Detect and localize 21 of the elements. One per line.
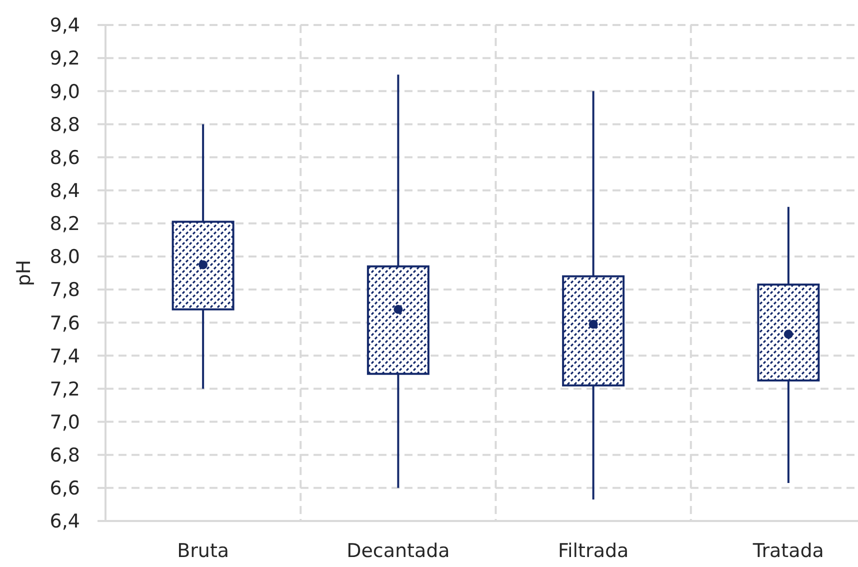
y-tick-label: 9,2 [50, 48, 80, 70]
y-tick-label: 7,4 [50, 345, 80, 368]
y-tick-label: 6,8 [50, 444, 80, 467]
y-tick-label: 7,6 [50, 312, 80, 334]
y-tick-label: 6,6 [50, 478, 80, 500]
y-tick-label: 8,6 [50, 146, 80, 169]
y-tick-label: 8,4 [50, 180, 80, 202]
y-tick-label: 9,0 [50, 80, 80, 103]
x-tick-label: Bruta [177, 540, 230, 562]
y-tick-label: 8,0 [50, 246, 80, 268]
x-tick-label: Decantada [346, 540, 450, 562]
y-axis-title: pH [13, 260, 35, 286]
y-tick-label: 7,8 [50, 279, 80, 302]
y-tick-label: 7,0 [50, 411, 80, 434]
y-tick-label: 6,4 [50, 510, 80, 533]
y-tick-label: 8,2 [50, 213, 80, 236]
x-tick-label: Filtrada [558, 540, 629, 562]
x-tick-label: Tratada [752, 540, 824, 562]
y-tick-label: 8,8 [50, 114, 80, 136]
y-tick-label: 9,4 [50, 14, 80, 37]
y-tick-label: 7,2 [50, 378, 80, 400]
